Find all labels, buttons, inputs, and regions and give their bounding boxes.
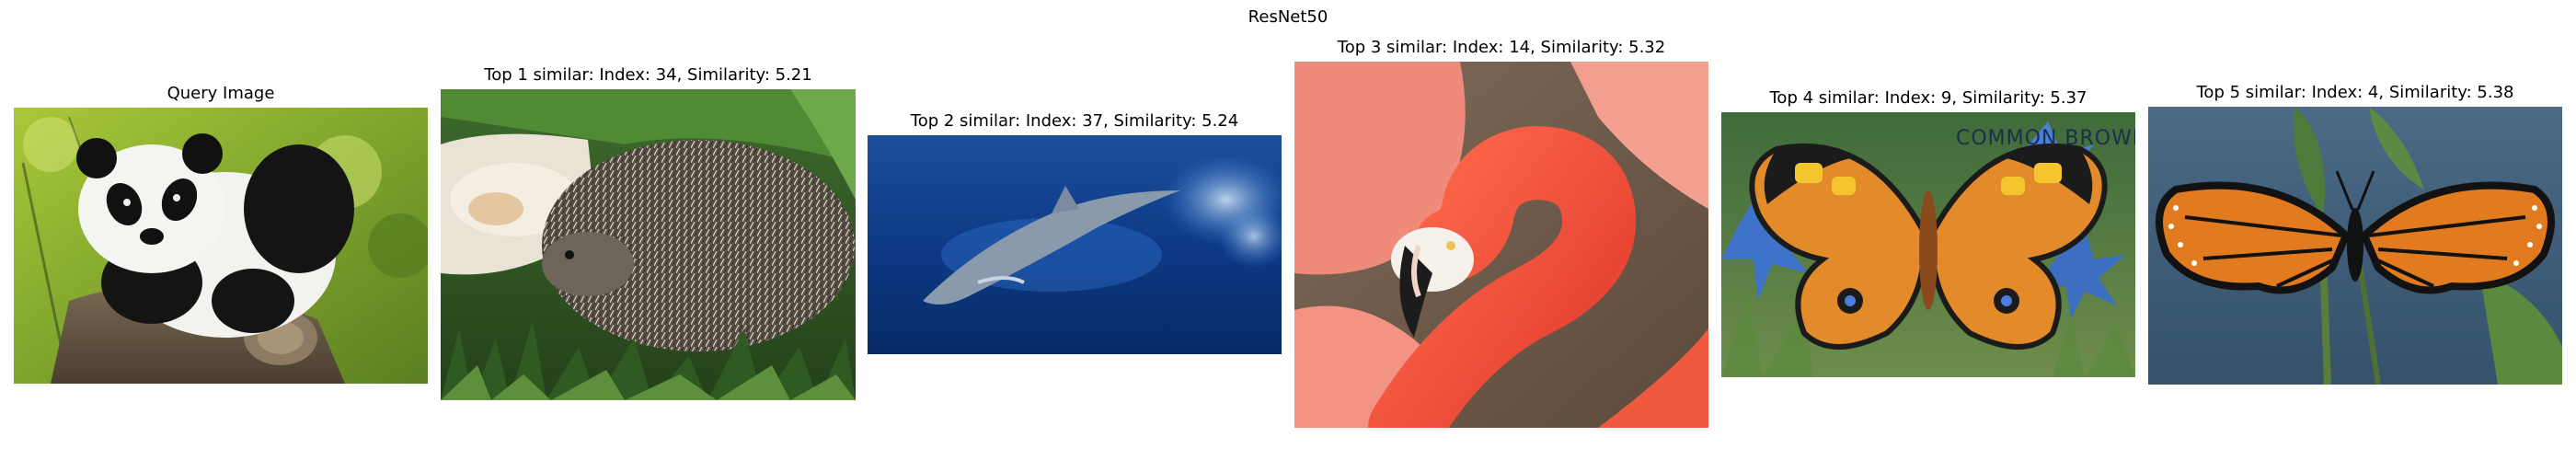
monarch-butterfly-photo: [2148, 107, 2562, 385]
result-panel-4: Top 4 similar: Index: 9, Similarity: 5.3…: [1721, 88, 2135, 377]
butterfly-image-text: COMMON BROWN: [1956, 127, 2135, 150]
dolphin-photo: [868, 135, 1282, 354]
result-panel-1: Top 1 similar: Index: 34, Similarity: 5.…: [441, 65, 856, 400]
panda-photo: [14, 108, 428, 384]
result-title-1: Top 1 similar: Index: 34, Similarity: 5.…: [484, 65, 812, 85]
result-title-5: Top 5 similar: Index: 4, Similarity: 5.3…: [2196, 83, 2514, 102]
result-title-2: Top 2 similar: Index: 37, Similarity: 5.…: [910, 111, 1239, 131]
result-title-3: Top 3 similar: Index: 14, Similarity: 5.…: [1337, 38, 1666, 57]
figure-title: ResNet50: [1248, 7, 1328, 27]
result-title-4: Top 4 similar: Index: 9, Similarity: 5.3…: [1769, 88, 2087, 108]
result-panel-3: Top 3 similar: Index: 14, Similarity: 5.…: [1294, 38, 1708, 428]
hedgehog-photo: [441, 89, 856, 400]
butterfly-illustration: COMMON BROWN: [1721, 112, 2135, 377]
result-panel-2: Top 2 similar: Index: 37, Similarity: 5.…: [868, 111, 1282, 354]
query-panel: Query Image: [14, 84, 428, 384]
query-image-title: Query Image: [167, 84, 275, 103]
result-panel-5: Top 5 similar: Index: 4, Similarity: 5.3…: [2148, 83, 2562, 385]
flamingo-photo: [1294, 62, 1708, 428]
